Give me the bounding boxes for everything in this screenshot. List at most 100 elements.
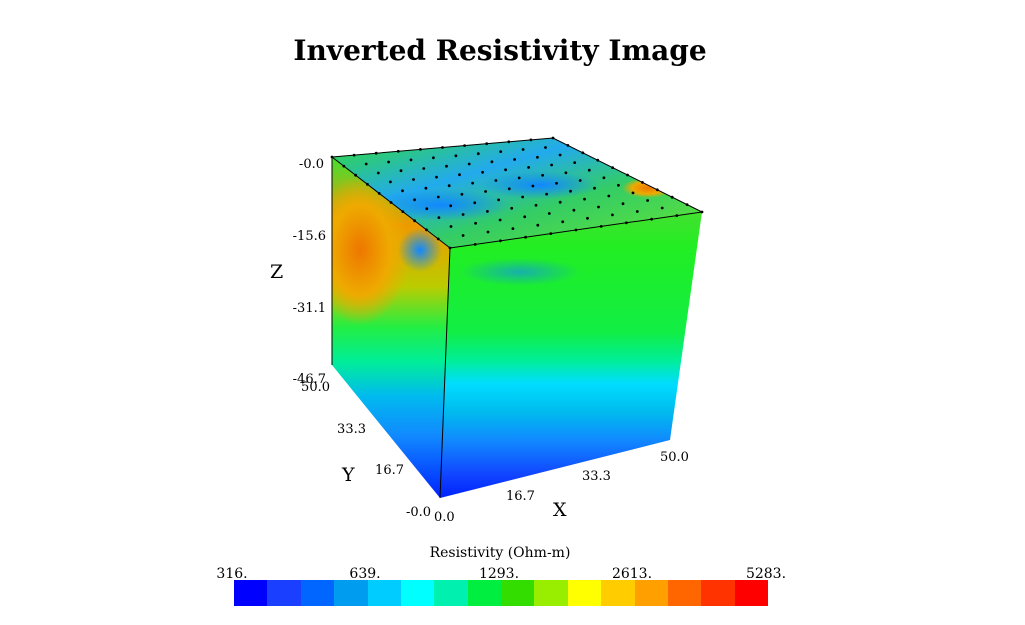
electrode-dot — [484, 190, 487, 193]
electrode-dot — [425, 207, 429, 211]
electrode-dot — [436, 237, 440, 241]
electrode-dot — [700, 210, 704, 214]
colorbar-swatch — [434, 580, 468, 606]
electrode-dot — [635, 210, 639, 213]
electrode-dot — [461, 234, 465, 237]
electrode-dot — [581, 151, 585, 155]
electrode-dot — [685, 203, 689, 207]
electrode-dot — [389, 180, 392, 184]
electrode-dot — [558, 153, 562, 157]
electrode-dot — [650, 217, 653, 221]
electrode-dot — [389, 201, 393, 204]
electrode-dot — [534, 203, 538, 207]
electrode-dot — [499, 239, 502, 243]
electrode-dot — [424, 186, 428, 190]
electrode-dot — [544, 146, 547, 149]
chart-title: Inverted Resistivity Image — [293, 34, 707, 67]
colorbar-swatch — [501, 580, 535, 606]
electrode-dot — [461, 213, 465, 216]
electrode-dot — [490, 160, 494, 164]
electrode-dot — [511, 227, 515, 231]
x-tick-label: -0.0 — [406, 505, 431, 520]
electrode-dot — [387, 160, 390, 164]
electrode-dot — [586, 216, 589, 220]
colorbar — [234, 580, 768, 606]
electrode-dot — [517, 176, 521, 180]
electrode-dot — [523, 215, 527, 219]
electrode-dot — [413, 198, 416, 202]
electrode-dot — [564, 171, 568, 175]
electrode-dot — [473, 243, 477, 246]
electrode-dot — [419, 148, 422, 151]
electrode-dot — [607, 194, 611, 198]
electrode-dot — [621, 202, 625, 206]
electrode-dot — [555, 181, 558, 185]
electrode-dot — [481, 170, 484, 174]
electrode-dot — [573, 161, 577, 165]
colorbar-swatch — [400, 580, 435, 606]
electrode-dot — [521, 195, 524, 199]
electrode-dot — [504, 168, 507, 172]
electrode-dot — [458, 173, 461, 177]
electrode-dot — [441, 146, 444, 149]
colorbar-swatch — [234, 580, 268, 606]
electrode-dot — [602, 176, 606, 180]
electrode-dot — [617, 183, 620, 187]
electrode-dot — [330, 155, 334, 159]
electrode-dot — [631, 191, 635, 195]
electrode-dot — [541, 173, 544, 177]
colorbar-tick-label: 639. — [349, 566, 381, 582]
electrode-dot — [574, 228, 578, 232]
x-axis-label: X — [553, 499, 567, 521]
electrode-dot — [510, 206, 514, 210]
y-tick-label: 16.7 — [375, 463, 404, 478]
z-tick-label: -15.6 — [293, 229, 326, 244]
electrode-dot — [463, 144, 466, 148]
electrode-dot — [547, 212, 551, 215]
electrode-dot — [413, 219, 416, 223]
electrode-dot — [377, 192, 381, 195]
colorbar-swatch — [601, 580, 635, 606]
electrode-dot — [467, 162, 471, 166]
electrode-dot — [422, 167, 426, 170]
x-tick-label: 33.3 — [582, 469, 611, 484]
electrode-dot — [626, 173, 629, 177]
colorbar-swatch — [701, 580, 735, 606]
electrode-dot — [675, 214, 679, 218]
electrode-dot — [596, 158, 600, 162]
electrode-dot — [352, 153, 356, 157]
electrode-dot — [376, 171, 380, 175]
electrode-dot — [569, 189, 572, 193]
z-axis-label: Z — [270, 261, 283, 283]
electrode-dot — [471, 181, 474, 185]
colorbar-swatch — [267, 580, 301, 606]
electrode-dot — [536, 155, 539, 159]
electrode-dot — [447, 184, 451, 188]
electrode-dot — [566, 144, 570, 147]
electrode-grid — [330, 136, 704, 250]
electrode-dot — [445, 164, 448, 168]
electrode-dot — [399, 169, 403, 173]
electrode-dot — [529, 138, 533, 142]
electrode-dot — [527, 166, 530, 169]
electrode-dot — [486, 210, 489, 213]
x-tick-label: 0.0 — [434, 510, 455, 525]
electrode-dot — [494, 179, 498, 182]
electrode-dot — [611, 213, 614, 217]
electrode-dot — [460, 192, 464, 196]
electrode-dot — [524, 235, 527, 239]
electrode-dot — [587, 168, 591, 172]
colorbar-swatch — [467, 580, 501, 606]
colorbar-swatch — [667, 580, 702, 606]
electrode-dot — [401, 210, 405, 214]
electrode-dot — [531, 184, 535, 188]
colorbar-swatch — [367, 580, 401, 606]
colorbar-title: Resistivity (Ohm-m) — [429, 545, 571, 561]
electrode-dot — [476, 152, 480, 156]
electrode-dot — [396, 149, 400, 153]
electrode-dot — [611, 166, 614, 170]
electrode-dot — [597, 205, 600, 209]
electrode-dot — [536, 223, 540, 227]
z-tick-label: -46.7 — [293, 372, 326, 387]
electrode-dot — [660, 206, 664, 210]
